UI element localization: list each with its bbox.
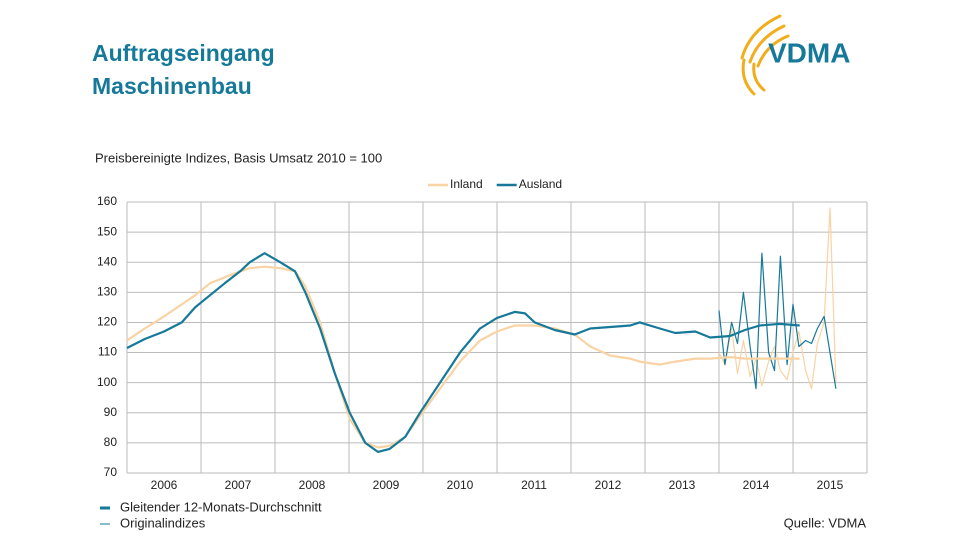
source: Quelle: VDMA: [784, 515, 867, 530]
y-tick-label: 70: [104, 465, 118, 479]
original-line: [718, 252, 837, 390]
y-tick-label: 140: [97, 254, 117, 268]
subtitle: Preisbereinigte Indizes, Basis Umsatz 20…: [95, 150, 382, 165]
x-tick-label: 2012: [595, 478, 622, 492]
x-tick-label: 2008: [299, 478, 326, 492]
logo: [740, 14, 790, 96]
x-tick-label: 2007: [225, 478, 252, 492]
x-tick-label: 2015: [817, 478, 844, 492]
logo-arc: [740, 14, 782, 60]
y-tick-label: 150: [97, 224, 117, 238]
logo-arc: [752, 62, 766, 92]
logo-arc: [748, 24, 786, 64]
x-tick-label: 2009: [373, 478, 400, 492]
y-tick-label: 110: [98, 345, 117, 359]
average-line: [126, 252, 800, 453]
original-line: [718, 207, 837, 390]
legend-label: Ausland: [519, 177, 562, 191]
y-tick-label: 130: [97, 285, 117, 299]
x-tick-label: 2014: [743, 478, 770, 492]
x-tick-label: 2010: [447, 478, 474, 492]
average-line: [126, 265, 800, 449]
logo-arc: [756, 34, 790, 68]
style-label: Gleitender 12-Monats-Durchschnitt: [120, 499, 322, 514]
legend-label: Inland: [450, 177, 483, 191]
title-line: Auftragseingang: [92, 40, 275, 66]
y-tick-label: 160: [97, 194, 117, 208]
y-tick-label: 120: [97, 315, 117, 329]
logo-arc: [741, 58, 756, 96]
logo-text: VDMA: [768, 37, 850, 68]
style-label: Originalindizes: [120, 515, 206, 530]
x-tick-label: 2011: [521, 478, 547, 492]
x-tick-label: 2013: [669, 478, 696, 492]
y-tick-label: 100: [97, 375, 117, 389]
x-tick-label: 2006: [151, 478, 178, 492]
title-line: Maschinenbau: [92, 73, 252, 99]
y-tick-label: 90: [104, 405, 118, 419]
y-tick-label: 80: [104, 435, 118, 449]
